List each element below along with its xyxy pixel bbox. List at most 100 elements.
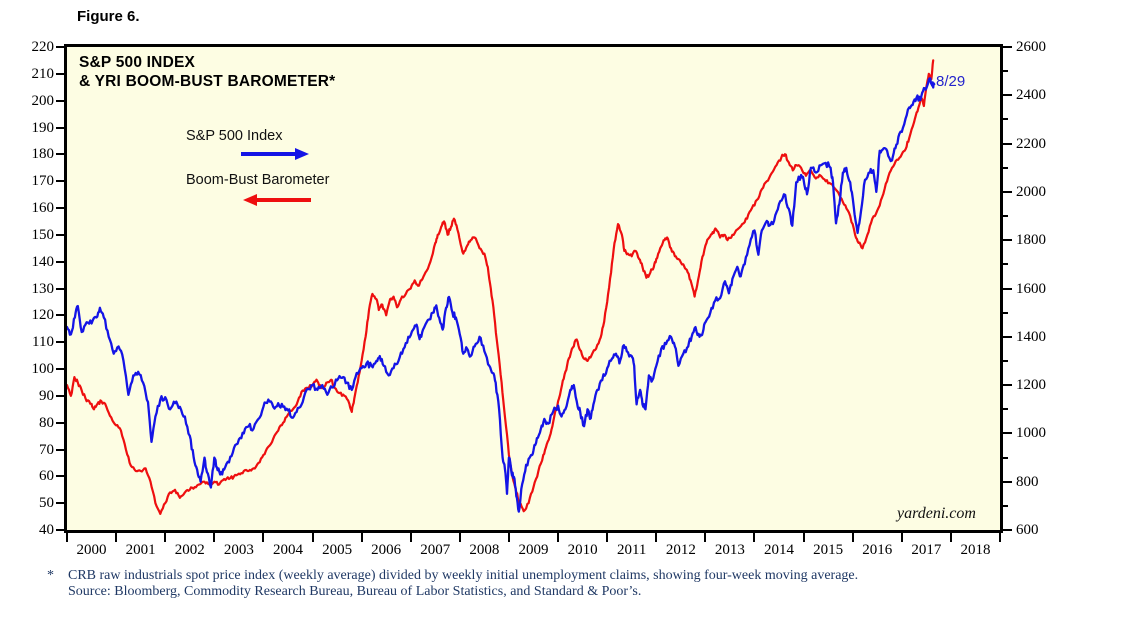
series-line-sp500 — [67, 77, 936, 513]
x-axis-tick — [458, 533, 461, 542]
left-axis-tick-label: 110 — [32, 334, 54, 351]
right-axis-tick — [1003, 46, 1012, 48]
right-axis-minor-tick — [1003, 70, 1008, 73]
left-axis-tick-label: 210 — [31, 65, 55, 82]
x-axis-tick — [164, 533, 167, 542]
x-axis-tick — [66, 533, 68, 542]
x-axis-tick — [507, 533, 510, 542]
x-axis-year-label: 2016 — [862, 542, 893, 558]
right-axis-tick — [1003, 239, 1012, 242]
x-axis-tick — [900, 533, 903, 542]
left-axis-tick-label: 170 — [31, 173, 55, 190]
right-axis-tick-label: 600 — [1016, 522, 1039, 538]
right-axis-minor-tick — [1003, 118, 1008, 121]
right-axis-tick — [1003, 190, 1012, 193]
left-axis-tick-label: 40 — [39, 522, 54, 538]
left-axis-tick — [56, 475, 64, 478]
left-axis-tick — [56, 99, 64, 102]
left-axis-tick-label: 100 — [31, 361, 55, 377]
right-axis-minor-tick — [1003, 359, 1008, 362]
footnote-source: Source: Bloomberg, Commodity Research Bu… — [68, 584, 642, 599]
x-axis-tick — [311, 533, 314, 542]
right-axis-minor-tick — [1003, 504, 1008, 507]
right-axis-minor-tick — [1003, 311, 1008, 314]
left-axis-tick — [56, 287, 64, 290]
right-axis-tick — [1003, 529, 1012, 531]
x-axis-year-label: 2018 — [960, 542, 991, 558]
x-axis-tick — [115, 533, 118, 542]
left-axis-tick — [56, 126, 64, 129]
left-axis-tick — [56, 153, 64, 156]
left-axis-tick — [56, 368, 64, 370]
left-axis-tick — [56, 46, 64, 48]
x-axis-tick — [606, 533, 609, 542]
right-axis-tick — [1003, 335, 1012, 338]
x-axis-tick — [851, 533, 854, 542]
left-axis-tick — [56, 341, 64, 344]
left-axis-tick-label: 130 — [31, 280, 55, 297]
x-axis-year-label: 2003 — [223, 542, 254, 558]
left-axis-tick-label: 90 — [39, 387, 54, 404]
left-axis-tick-label: 200 — [31, 92, 55, 109]
right-axis-tick-label: 2200 — [1016, 135, 1046, 152]
footnote-asterisk: * — [47, 568, 54, 583]
left-axis-tick-label: 160 — [31, 200, 55, 216]
x-axis-year-label: 2012 — [665, 542, 696, 558]
x-axis-year-label: 2001 — [125, 542, 156, 558]
right-axis-tick-label: 800 — [1016, 473, 1039, 490]
right-axis-tick — [1003, 432, 1012, 435]
last-point-date-label: 8/29 — [936, 73, 966, 90]
footnote-text: CRB raw industrials spot price index (we… — [68, 568, 859, 583]
right-axis-tick-label: 2600 — [1016, 39, 1046, 55]
figure-label: Figure 6. — [77, 8, 140, 25]
right-axis-tick — [1003, 94, 1012, 97]
left-axis-tick-label: 150 — [31, 226, 55, 243]
right-axis-tick — [1003, 287, 1012, 290]
right-axis-minor-tick — [1003, 408, 1008, 411]
x-axis-year-label: 2008 — [469, 542, 500, 558]
chart-title-line1: S&P 500 INDEX — [79, 54, 196, 71]
right-axis-tick-label: 2000 — [1016, 183, 1046, 200]
right-axis-tick-label: 1600 — [1016, 280, 1046, 297]
x-axis-year-label: 2007 — [420, 542, 451, 558]
legend-label-barometer: Boom-Bust Barometer — [186, 172, 330, 188]
x-axis-tick — [213, 533, 216, 542]
left-axis-tick-label: 180 — [31, 146, 55, 163]
right-axis-minor-tick — [1003, 456, 1008, 459]
left-axis-tick-label: 50 — [39, 495, 54, 512]
x-axis-year-label: 2009 — [518, 542, 549, 558]
right-axis-minor-tick — [1003, 215, 1008, 218]
x-axis-tick — [262, 533, 265, 542]
left-arrow-icon — [243, 194, 311, 206]
x-axis-year-label: 2013 — [714, 542, 745, 558]
right-axis-tick-label: 2400 — [1016, 87, 1046, 104]
x-axis-year-label: 2017 — [911, 542, 942, 558]
right-axis-tick-label: 1200 — [1016, 377, 1046, 394]
x-axis-tick — [704, 533, 707, 542]
left-axis-tick — [56, 72, 64, 75]
left-axis-tick-label: 220 — [31, 39, 55, 55]
right-axis-tick — [1003, 480, 1012, 483]
x-axis-year-label: 2002 — [174, 542, 205, 558]
left-axis-tick — [56, 233, 64, 236]
left-axis-tick — [56, 529, 64, 531]
x-axis-tick — [999, 533, 1001, 542]
right-axis-minor-tick — [1003, 166, 1008, 169]
right-axis-tick — [1003, 384, 1012, 387]
x-axis-year-label: 2004 — [272, 542, 303, 558]
x-axis-year-label: 2005 — [322, 542, 353, 558]
x-axis-tick — [360, 533, 363, 542]
x-axis-tick — [949, 533, 952, 542]
x-axis-year-label: 2011 — [616, 542, 647, 558]
right-axis-tick-label: 1000 — [1016, 425, 1046, 442]
left-axis-tick-label: 190 — [31, 119, 55, 136]
right-arrow-icon — [241, 148, 309, 160]
right-axis-tick-label: 1800 — [1016, 232, 1046, 249]
right-axis-tick — [1003, 142, 1012, 145]
x-axis-year-label: 2006 — [371, 542, 402, 558]
chart-frame: S&P 500 INDEX & YRI BOOM-BUST BAROMETER*… — [64, 44, 1003, 533]
x-axis-year-label: 2000 — [76, 542, 107, 558]
right-axis-minor-tick — [1003, 263, 1008, 266]
left-axis-tick — [56, 421, 64, 424]
